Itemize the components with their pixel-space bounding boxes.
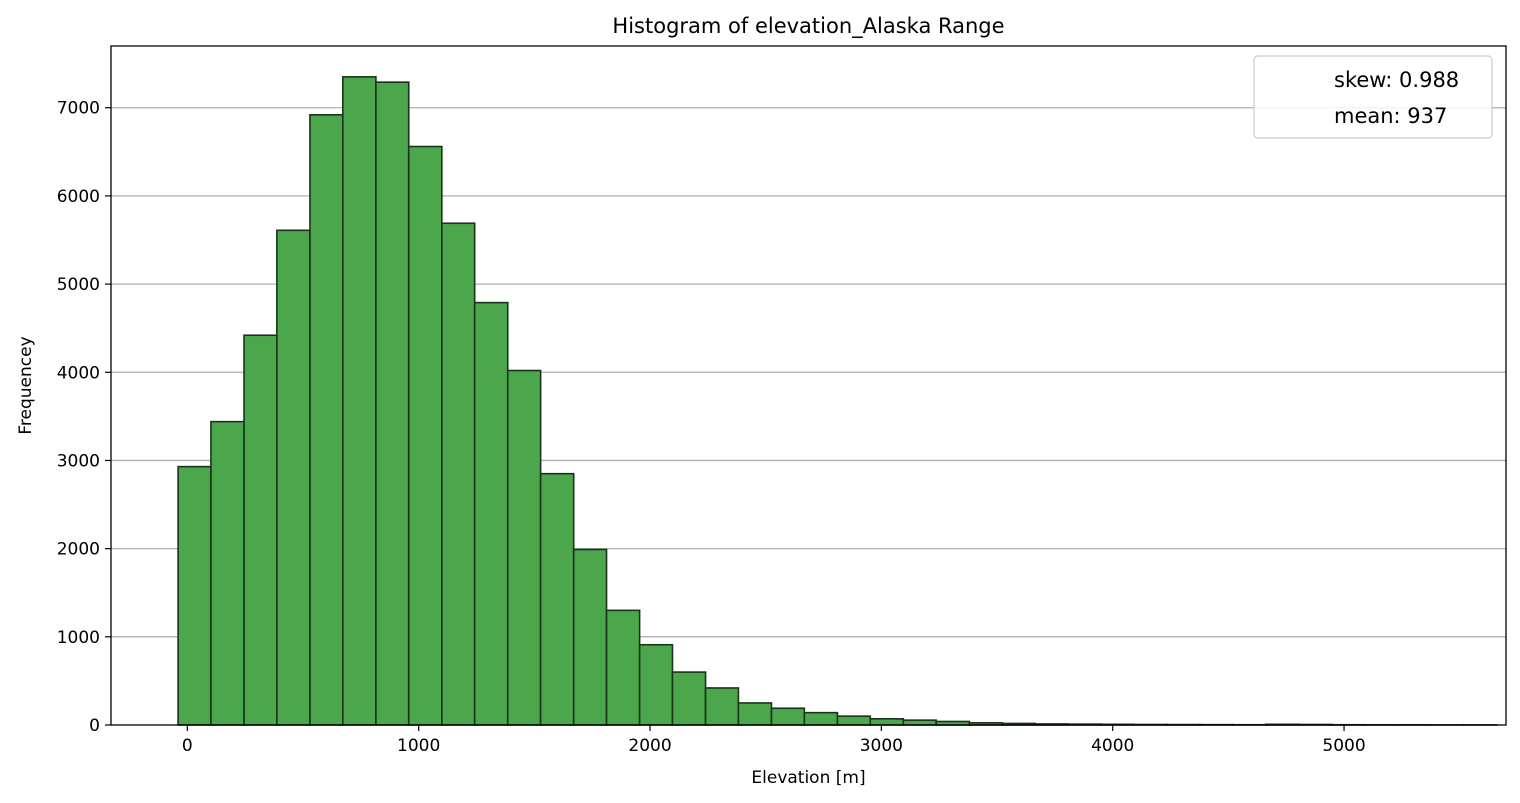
plot-frame [110, 45, 1507, 726]
histogram-bar [177, 465, 212, 726]
histogram-bars [177, 76, 1498, 726]
legend: skew: 0.988 mean: 937 [1253, 55, 1493, 139]
x-axis-label: Elevation [m] [751, 768, 865, 788]
histogram-bar [375, 81, 410, 726]
histogram-bar [309, 113, 344, 726]
legend-box [1253, 55, 1493, 139]
histogram-bar [243, 334, 278, 726]
histogram-bar [638, 643, 674, 726]
y-tick-label: 1000 [57, 628, 100, 648]
histogram-bar [902, 719, 938, 726]
histogram-bar [671, 671, 707, 726]
histogram-bar [836, 715, 872, 726]
y-tick-label: 4000 [57, 363, 100, 383]
histogram-bar [407, 145, 443, 726]
x-axis-ticks: 0 1000 2000 3000 4000 5000 [182, 725, 1366, 756]
histogram-bar [803, 711, 839, 726]
histogram-bar [869, 718, 905, 726]
y-tick-label: 7000 [57, 99, 100, 119]
legend-entry-skew: skew: 0.988 [1334, 68, 1459, 92]
histogram-bar [276, 229, 311, 726]
y-tick-label: 0 [89, 716, 100, 736]
x-tick-label: 3000 [860, 736, 903, 756]
y-tick-label: 2000 [57, 540, 100, 560]
y-tick-label: 6000 [57, 187, 100, 207]
x-tick-label: 4000 [1091, 736, 1134, 756]
legend-entry-mean: mean: 937 [1334, 104, 1447, 128]
histogram-bar [572, 548, 608, 726]
y-tick-label: 3000 [57, 451, 100, 471]
y-axis-label: Frequencey [16, 336, 36, 434]
histogram-bar [737, 702, 773, 726]
x-tick-label: 2000 [628, 736, 671, 756]
histogram-bar [539, 472, 575, 726]
histogram-bar [473, 301, 509, 726]
histogram-bar [342, 76, 377, 726]
x-tick-label: 1000 [397, 736, 440, 756]
x-tick-label: 0 [182, 736, 193, 756]
histogram-bar [704, 687, 740, 726]
histogram-bar [770, 707, 806, 726]
chart-title: Histogram of elevation_Alaska Range [612, 14, 1004, 39]
histogram-bar [210, 420, 245, 726]
y-tick-label: 5000 [57, 275, 100, 295]
histogram-bar [441, 222, 476, 726]
x-tick-label: 5000 [1322, 736, 1365, 756]
histogram-bar [506, 369, 542, 726]
y-axis-ticks: 0 1000 2000 3000 4000 5000 6000 7000 [57, 99, 111, 736]
histogram-bar [605, 609, 641, 726]
